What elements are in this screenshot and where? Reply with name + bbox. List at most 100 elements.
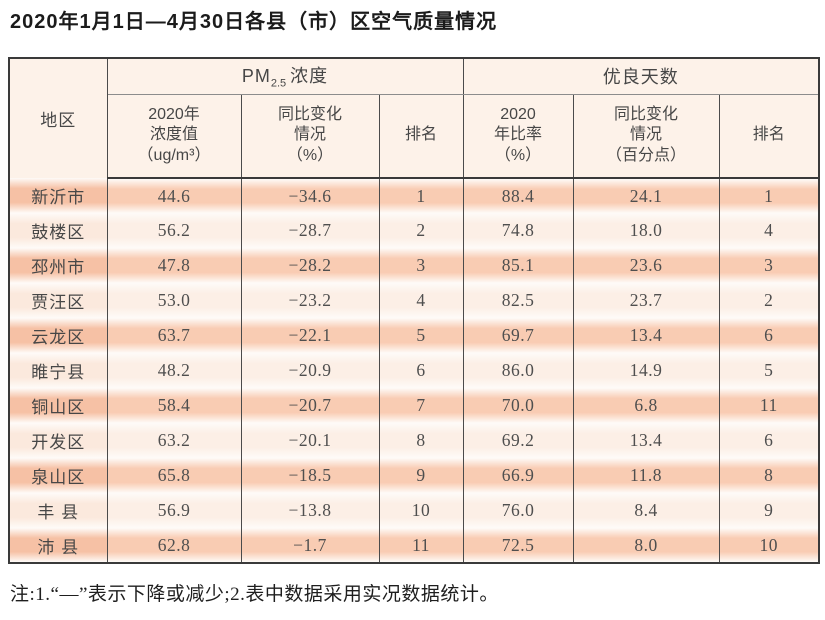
pm-change-cell: −1.7	[240, 528, 380, 563]
good-rank-cell: 6	[718, 318, 820, 353]
region-cell: 铜山区	[8, 388, 108, 423]
pm-rank-cell: 2	[378, 213, 464, 248]
air-quality-table: 地区 PM2.5 浓度 优良天数 2020年 浓度值 （ug/m³） 同比变化 情…	[8, 57, 821, 564]
column-group-good-days: 优良天数	[462, 58, 820, 95]
pm-rank-cell: 8	[378, 423, 464, 458]
pm-value-cell: 62.8	[106, 528, 242, 563]
pm-rank-cell: 5	[378, 318, 464, 353]
pm-rank-cell: 6	[378, 353, 464, 388]
region-cell: 新沂市	[8, 178, 108, 213]
pm-label-prefix: PM	[241, 66, 271, 87]
column-header-good-rank: 排名	[718, 94, 820, 179]
good-rate-cell: 82.5	[462, 283, 574, 318]
table-row: 铜山区 58.4 −20.7 7 70.0 6.8 11	[8, 388, 820, 423]
good-rate-cell: 72.5	[462, 528, 574, 563]
good-change-cell: 11.8	[572, 458, 720, 493]
good-rate-cell: 86.0	[462, 353, 574, 388]
pm-rank-cell: 4	[378, 283, 464, 318]
good-rate-cell: 69.2	[462, 423, 574, 458]
good-rank-cell: 1	[718, 178, 820, 213]
region-cell: 邳州市	[8, 248, 108, 283]
region-cell: 鼓楼区	[8, 213, 108, 248]
pm-change-cell: −28.2	[240, 248, 380, 283]
region-cell: 沛 县	[8, 528, 108, 563]
good-rank-cell: 3	[718, 248, 820, 283]
good-change-cell: 13.4	[572, 423, 720, 458]
good-rate-cell: 66.9	[462, 458, 574, 493]
pm-change-cell: −18.5	[240, 458, 380, 493]
pm-change-cell: −13.8	[240, 493, 380, 528]
pm-value-cell: 53.0	[106, 283, 242, 318]
table-row: 丰 县 56.9 −13.8 10 76.0 8.4 9	[8, 493, 820, 528]
good-change-cell: 8.4	[572, 493, 720, 528]
pm-change-cell: −28.7	[240, 213, 380, 248]
pm-label-suffix: 浓度	[290, 66, 329, 87]
column-header-pm-rank: 排名	[378, 94, 464, 179]
column-header-pm-change: 同比变化 情况 （%）	[240, 94, 380, 179]
good-rate-cell: 69.7	[462, 318, 574, 353]
table-row: 邳州市 47.8 −28.2 3 85.1 23.6 3	[8, 248, 820, 283]
pm-rank-cell: 10	[378, 493, 464, 528]
good-rate-cell: 74.8	[462, 213, 574, 248]
header-sub-row: 2020年 浓度值 （ug/m³） 同比变化 情况 （%） 排名 2020 年比…	[9, 94, 820, 179]
good-rate-cell: 76.0	[462, 493, 574, 528]
good-change-cell: 24.1	[572, 178, 720, 213]
region-cell: 云龙区	[8, 318, 108, 353]
table-row: 泉山区 65.8 −18.5 9 66.9 11.8 8	[8, 458, 820, 493]
column-header-pm-value: 2020年 浓度值 （ug/m³）	[106, 94, 242, 179]
good-rank-cell: 2	[718, 283, 820, 318]
pm-rank-cell: 1	[378, 178, 464, 213]
good-rank-cell: 10	[718, 528, 820, 563]
pm-value-cell: 65.8	[106, 458, 242, 493]
region-cell: 开发区	[8, 423, 108, 458]
pm-rank-cell: 7	[378, 388, 464, 423]
table-row: 新沂市 44.6 −34.6 1 88.4 24.1 1	[8, 178, 820, 213]
table-row: 开发区 63.2 −20.1 8 69.2 13.4 6	[8, 423, 820, 458]
good-rank-cell: 5	[718, 353, 820, 388]
good-change-cell: 23.7	[572, 283, 720, 318]
region-cell: 睢宁县	[8, 353, 108, 388]
pm-rank-cell: 3	[378, 248, 464, 283]
pm-change-cell: −20.9	[240, 353, 380, 388]
header-group-row: 地区 PM2.5 浓度 优良天数	[8, 58, 820, 178]
good-rank-cell: 4	[718, 213, 820, 248]
table-row: 贾汪区 53.0 −23.2 4 82.5 23.7 2	[8, 283, 820, 318]
pm-value-cell: 48.2	[106, 353, 242, 388]
good-change-cell: 8.0	[572, 528, 720, 563]
pm-value-cell: 47.8	[106, 248, 242, 283]
pm-rank-cell: 9	[378, 458, 464, 493]
pm-value-cell: 63.7	[106, 318, 242, 353]
pm-value-cell: 58.4	[106, 388, 242, 423]
page-title: 2020年1月1日—4月30日各县（市）区空气质量情况	[10, 11, 498, 33]
pm-rank-cell: 11	[378, 528, 464, 563]
good-rank-cell: 8	[718, 458, 820, 493]
region-cell: 贾汪区	[8, 283, 108, 318]
pm-value-cell: 56.9	[106, 493, 242, 528]
column-group-pm25: PM2.5 浓度	[106, 58, 464, 95]
footnote: 注:1.“—”表示下降或减少;2.表中数据采用实况数据统计。	[10, 584, 499, 605]
pm-value-cell: 44.6	[106, 178, 242, 213]
good-rank-cell: 6	[718, 423, 820, 458]
good-rate-cell: 85.1	[462, 248, 574, 283]
pm-change-cell: −22.1	[240, 318, 380, 353]
good-change-cell: 14.9	[572, 353, 720, 388]
pm-change-cell: −23.2	[240, 283, 380, 318]
column-header-region: 地区	[8, 58, 108, 178]
region-cell: 丰 县	[8, 493, 108, 528]
pm-change-cell: −20.7	[240, 388, 380, 423]
pm-change-cell: −34.6	[240, 178, 380, 213]
good-change-cell: 13.4	[572, 318, 720, 353]
region-cell: 泉山区	[8, 458, 108, 493]
good-change-cell: 6.8	[572, 388, 720, 423]
table-row: 沛 县 62.8 −1.7 11 72.5 8.0 10	[8, 528, 820, 563]
table-row: 云龙区 63.7 −22.1 5 69.7 13.4 6	[8, 318, 820, 353]
good-change-cell: 23.6	[572, 248, 720, 283]
column-header-good-change: 同比变化 情况 （百分点）	[572, 94, 720, 179]
good-rank-cell: 11	[718, 388, 820, 423]
pm-value-cell: 56.2	[106, 213, 242, 248]
pm-value-cell: 63.2	[106, 423, 242, 458]
pm-change-cell: −20.1	[240, 423, 380, 458]
good-change-cell: 18.0	[572, 213, 720, 248]
good-rank-cell: 9	[718, 493, 820, 528]
